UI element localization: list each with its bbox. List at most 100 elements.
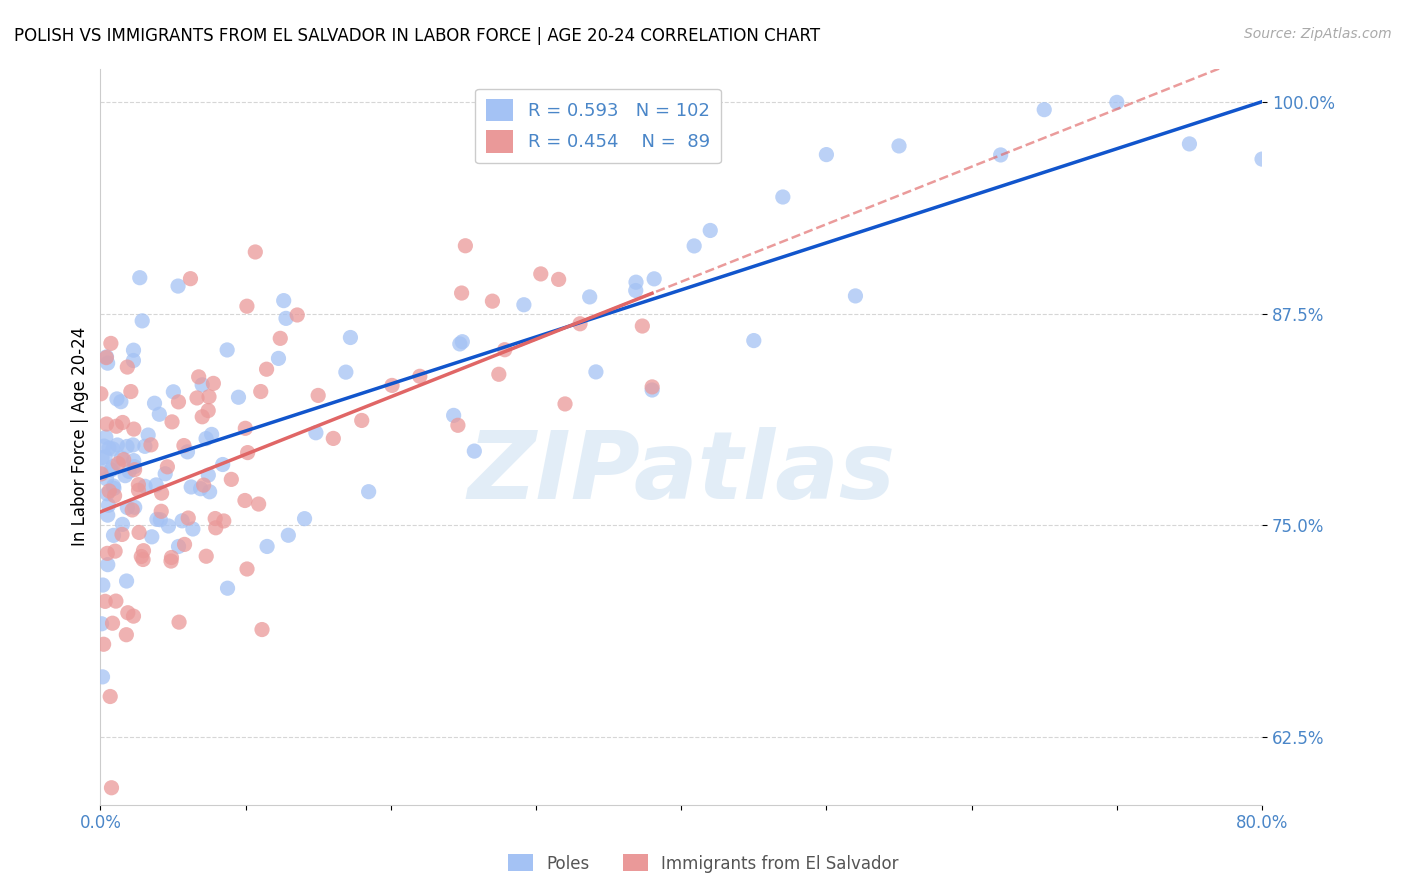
Point <box>134 479 156 493</box>
Point <box>122 438 145 452</box>
Point <box>141 530 163 544</box>
Point <box>350 413 373 427</box>
Point <box>772 190 794 204</box>
Point <box>103 481 125 495</box>
Point <box>381 378 404 392</box>
Point <box>449 337 471 351</box>
Point <box>195 432 218 446</box>
Point <box>256 540 278 554</box>
Point <box>624 275 647 289</box>
Point <box>612 103 634 117</box>
Point <box>217 581 239 595</box>
Point <box>277 528 299 542</box>
Point <box>103 528 125 542</box>
Point <box>201 427 224 442</box>
Point <box>121 503 143 517</box>
Point <box>132 543 155 558</box>
Point <box>236 445 259 459</box>
Point <box>157 519 180 533</box>
Point <box>180 480 202 494</box>
Point <box>294 511 316 525</box>
Point <box>167 540 190 554</box>
Point <box>167 279 190 293</box>
Point <box>443 409 465 423</box>
Point <box>127 477 149 491</box>
Point <box>641 383 664 397</box>
Point <box>131 314 153 328</box>
Point <box>1105 95 1128 110</box>
Point <box>451 334 474 349</box>
Point <box>179 271 201 285</box>
Point <box>110 450 132 465</box>
Point <box>101 459 124 474</box>
Point <box>409 369 432 384</box>
Y-axis label: In Labor Force | Age 20-24: In Labor Force | Age 20-24 <box>72 327 89 546</box>
Legend: R = 0.593   N = 102, R = 0.454    N =  89: R = 0.593 N = 102, R = 0.454 N = 89 <box>475 88 721 163</box>
Point <box>887 139 910 153</box>
Point <box>494 343 516 357</box>
Point <box>322 431 344 445</box>
Point <box>149 513 172 527</box>
Point <box>111 416 134 430</box>
Point <box>195 549 218 564</box>
Point <box>124 500 146 515</box>
Point <box>120 384 142 399</box>
Point <box>134 439 156 453</box>
Point <box>145 478 167 492</box>
Point <box>107 457 129 471</box>
Point <box>128 525 150 540</box>
Point <box>117 500 139 515</box>
Point <box>156 459 179 474</box>
Point <box>101 442 124 456</box>
Point <box>146 512 169 526</box>
Point <box>339 330 361 344</box>
Point <box>91 670 114 684</box>
Point <box>105 419 128 434</box>
Point <box>105 438 128 452</box>
Point <box>122 609 145 624</box>
Point <box>96 472 118 486</box>
Point <box>245 244 267 259</box>
Point <box>554 397 576 411</box>
Point <box>624 284 647 298</box>
Point <box>96 546 118 560</box>
Point <box>150 486 173 500</box>
Point <box>115 440 138 454</box>
Text: POLISH VS IMMIGRANTS FROM EL SALVADOR IN LABOR FORCE | AGE 20-24 CORRELATION CHA: POLISH VS IMMIGRANTS FROM EL SALVADOR IN… <box>14 27 820 45</box>
Point <box>273 293 295 308</box>
Point <box>94 594 117 608</box>
Point <box>256 362 278 376</box>
Point <box>177 511 200 525</box>
Point <box>202 376 225 391</box>
Point <box>100 780 122 795</box>
Point <box>91 450 114 465</box>
Point <box>197 468 219 483</box>
Point <box>212 514 235 528</box>
Point <box>578 290 600 304</box>
Point <box>236 562 259 576</box>
Point <box>122 453 145 467</box>
Point <box>990 148 1012 162</box>
Point <box>115 574 138 588</box>
Point <box>124 463 146 477</box>
Point <box>90 467 112 481</box>
Point <box>269 331 291 345</box>
Point <box>100 463 122 477</box>
Point <box>481 294 503 309</box>
Point <box>173 439 195 453</box>
Point <box>198 484 221 499</box>
Text: ZIPatlas: ZIPatlas <box>467 427 896 519</box>
Point <box>128 270 150 285</box>
Point <box>513 298 536 312</box>
Point <box>631 319 654 334</box>
Point <box>221 472 243 486</box>
Point <box>128 483 150 498</box>
Point <box>228 390 250 404</box>
Point <box>844 289 866 303</box>
Text: Source: ZipAtlas.com: Source: ZipAtlas.com <box>1244 27 1392 41</box>
Point <box>250 623 273 637</box>
Point <box>217 343 239 357</box>
Point <box>236 299 259 313</box>
Point <box>97 508 120 523</box>
Point <box>204 521 226 535</box>
